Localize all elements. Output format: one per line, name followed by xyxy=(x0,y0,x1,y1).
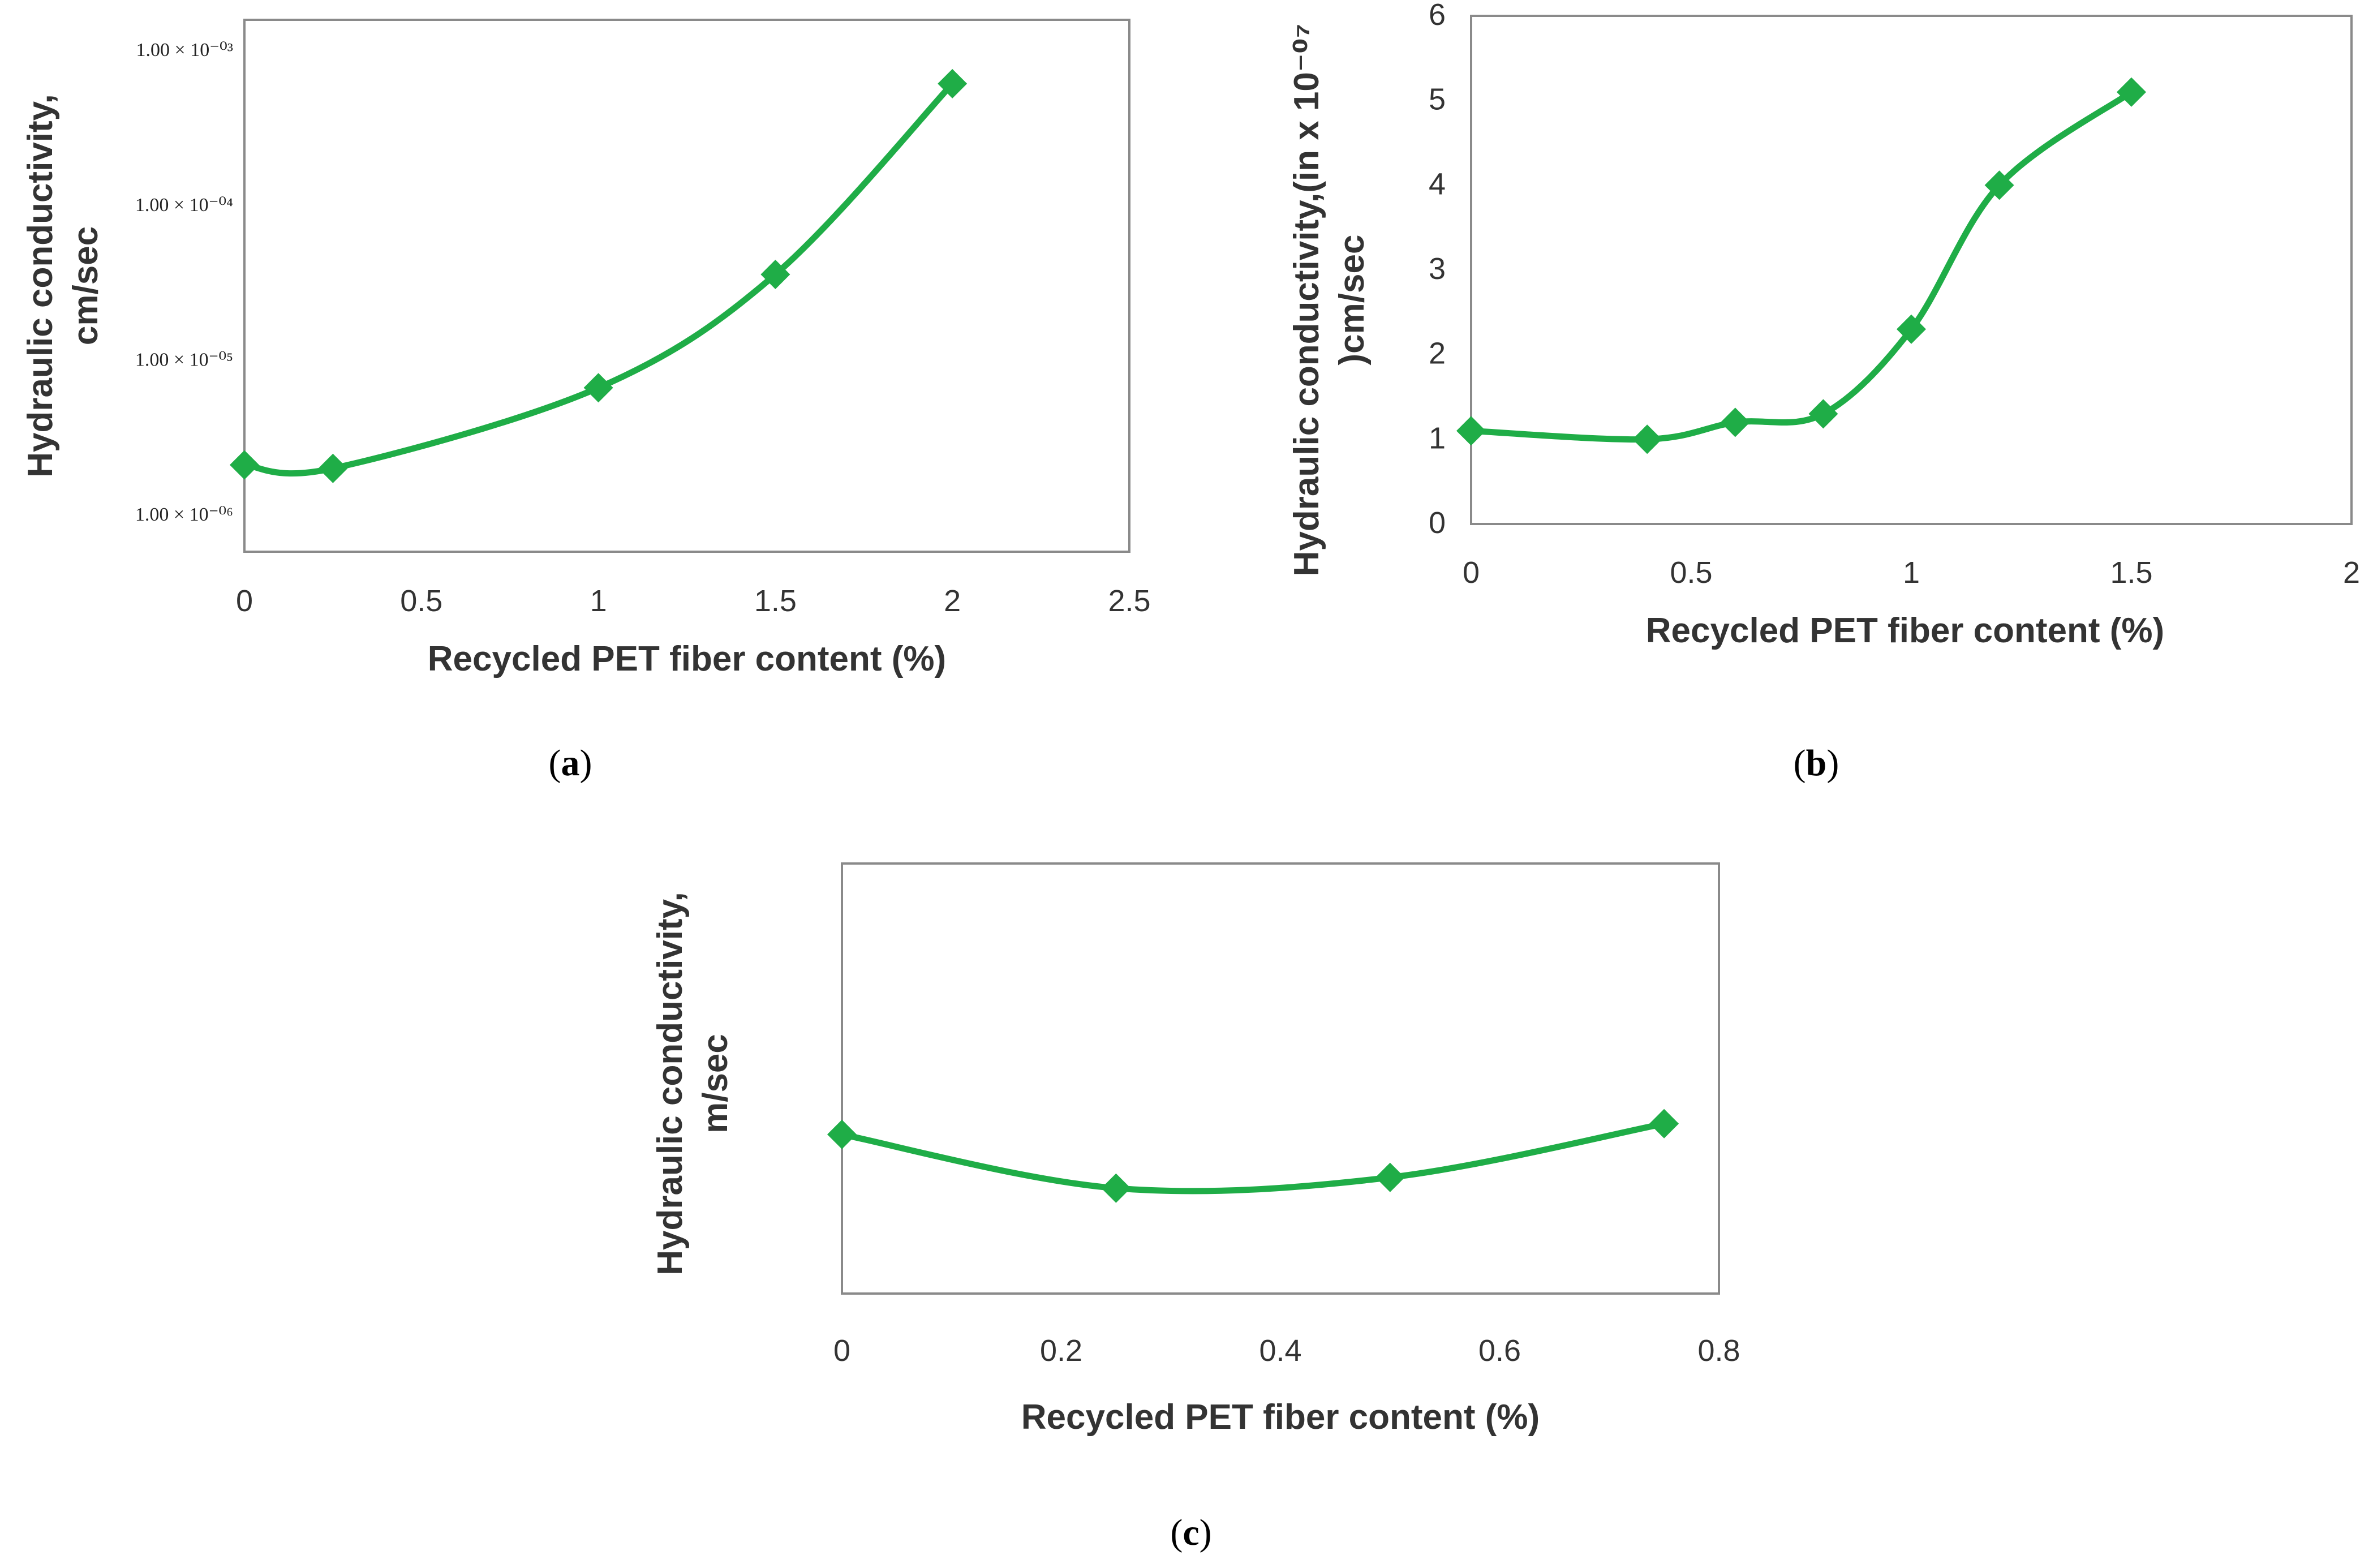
x-axis-title-a: Recycled PET fiber content (%) xyxy=(428,639,946,678)
series-line-c xyxy=(839,1120,1667,1195)
y-axis-title-a: Hydraulic conductivity, cm/sec xyxy=(21,94,105,478)
y-axis-title-c-line2: m/sec xyxy=(696,1034,735,1133)
x-tick-label: 0.6 xyxy=(1478,1334,1521,1368)
data-point-marker xyxy=(1101,1173,1131,1203)
y-tick-label: 0 xyxy=(1429,506,1446,540)
data-point-marker xyxy=(1984,170,2014,200)
y-tick-label: 1 xyxy=(1429,421,1446,455)
x-tick-label: 2 xyxy=(2343,556,2360,590)
caption-c: (c) xyxy=(1170,1512,1211,1553)
data-point-marker xyxy=(1720,407,1750,437)
y-tick-label: 1.00 × 10⁻⁰⁴ xyxy=(135,195,233,216)
x-axis-title-c: Recycled PET fiber content (%) xyxy=(1021,1398,1540,1437)
x-tick-label: 1.5 xyxy=(2110,556,2152,590)
y-axis-title-a-line2: cm/sec xyxy=(66,226,105,345)
caption-letter-b: b xyxy=(1806,742,1827,784)
x-tick-label: 0 xyxy=(833,1334,850,1368)
x-tick-labels-a: 0 0.5 1 1.5 2 2.5 xyxy=(236,584,1151,618)
y-tick-label: 1.00 × 10⁻⁰⁵ xyxy=(135,349,233,370)
x-tick-label: 0.8 xyxy=(1697,1334,1740,1368)
x-tick-label: 0.5 xyxy=(400,584,442,618)
y-tick-label: 5 xyxy=(1429,83,1446,117)
plot-area-c xyxy=(841,862,1720,1295)
data-point-marker xyxy=(2117,77,2146,107)
x-tick-labels-c: 0 0.2 0.4 0.6 0.8 xyxy=(833,1334,1740,1368)
data-point-marker xyxy=(827,1119,857,1149)
caption-b: (b) xyxy=(1794,742,1839,784)
caption-a: (a) xyxy=(549,742,592,784)
data-point-marker xyxy=(1649,1109,1679,1139)
data-point-marker xyxy=(1632,424,1662,454)
y-axis-title-a-line1: Hydraulic conductivity, xyxy=(21,94,60,478)
data-point-marker xyxy=(1897,314,1926,344)
y-axis-title-b-line2: )cm/sec xyxy=(1332,235,1372,366)
data-markers-b xyxy=(1456,77,2146,454)
x-tick-label: 2 xyxy=(944,584,961,618)
x-tick-label: 2.5 xyxy=(1108,584,1150,618)
chart-panel-c: 0 0.2 0.4 0.6 0.8 Recycled PET fiber content… xyxy=(651,862,1740,1553)
y-tick-labels-a: 1.00 × 10⁻⁰⁶ 1.00 × 10⁻⁰⁵ 1.00 × 10⁻⁰⁴ 1.00… xyxy=(135,40,233,525)
y-axis-title-c-line1: Hydraulic conductivity, xyxy=(651,892,690,1275)
plot-area-b xyxy=(1470,15,2353,525)
data-point-marker xyxy=(230,450,259,480)
x-tick-label: 0.4 xyxy=(1259,1334,1301,1368)
data-markers-a xyxy=(230,68,968,483)
plot-area-a xyxy=(243,19,1130,553)
chart-panel-b: 0 0.5 1 1.5 2 0 1 2 3 4 5 6 Recycled PET fiber con… xyxy=(1287,0,2360,784)
y-axis-title-b-line1: Hydraulic conductivity,(in x 10⁻⁰⁷ xyxy=(1287,24,1326,577)
data-point-marker xyxy=(318,453,348,483)
x-tick-label: 0.5 xyxy=(1670,556,1712,590)
data-point-marker xyxy=(938,68,968,98)
chart-panel-a: 0 0.5 1 1.5 2 2.5 1.00 × 10⁻⁰⁶1.00 × 10⁻⁰⁵1.0… xyxy=(21,19,1151,784)
data-point-marker xyxy=(1808,399,1838,429)
y-tick-labels-b: 0 1 2 3 4 5 6 xyxy=(1429,0,1446,540)
data-point-marker xyxy=(1375,1162,1405,1192)
caption-letter-c: c xyxy=(1183,1512,1199,1553)
x-tick-labels-b: 0 0.5 1 1.5 2 xyxy=(1463,556,2360,590)
x-tick-label: 1 xyxy=(1903,556,1920,590)
x-tick-label: 0 xyxy=(1463,556,1480,590)
data-point-marker xyxy=(1456,416,1486,446)
y-tick-label: 1.00 × 10⁻⁰⁶ xyxy=(135,504,233,525)
x-axis-title-b: Recycled PET fiber content (%) xyxy=(1646,611,2164,650)
x-tick-label: 0.2 xyxy=(1040,1334,1082,1368)
x-tick-label: 1 xyxy=(590,584,607,618)
y-tick-label: 1.00 × 10⁻⁰³ xyxy=(136,40,233,61)
x-tick-label: 1.5 xyxy=(754,584,797,618)
data-markers-c xyxy=(827,1109,1679,1203)
y-axis-title-b: Hydraulic conductivity,(in x 10⁻⁰⁷ )cm/s… xyxy=(1287,24,1372,577)
y-axis-title-c: Hydraulic conductivity, m/sec xyxy=(651,892,735,1275)
x-tick-label: 0 xyxy=(236,584,253,618)
y-tick-label: 6 xyxy=(1429,0,1446,32)
y-tick-label: 4 xyxy=(1429,167,1446,201)
y-tick-label: 2 xyxy=(1429,337,1446,371)
y-tick-label: 3 xyxy=(1429,252,1446,286)
caption-letter-a: a xyxy=(561,742,580,784)
data-point-marker xyxy=(760,260,790,289)
data-point-marker xyxy=(583,373,613,403)
